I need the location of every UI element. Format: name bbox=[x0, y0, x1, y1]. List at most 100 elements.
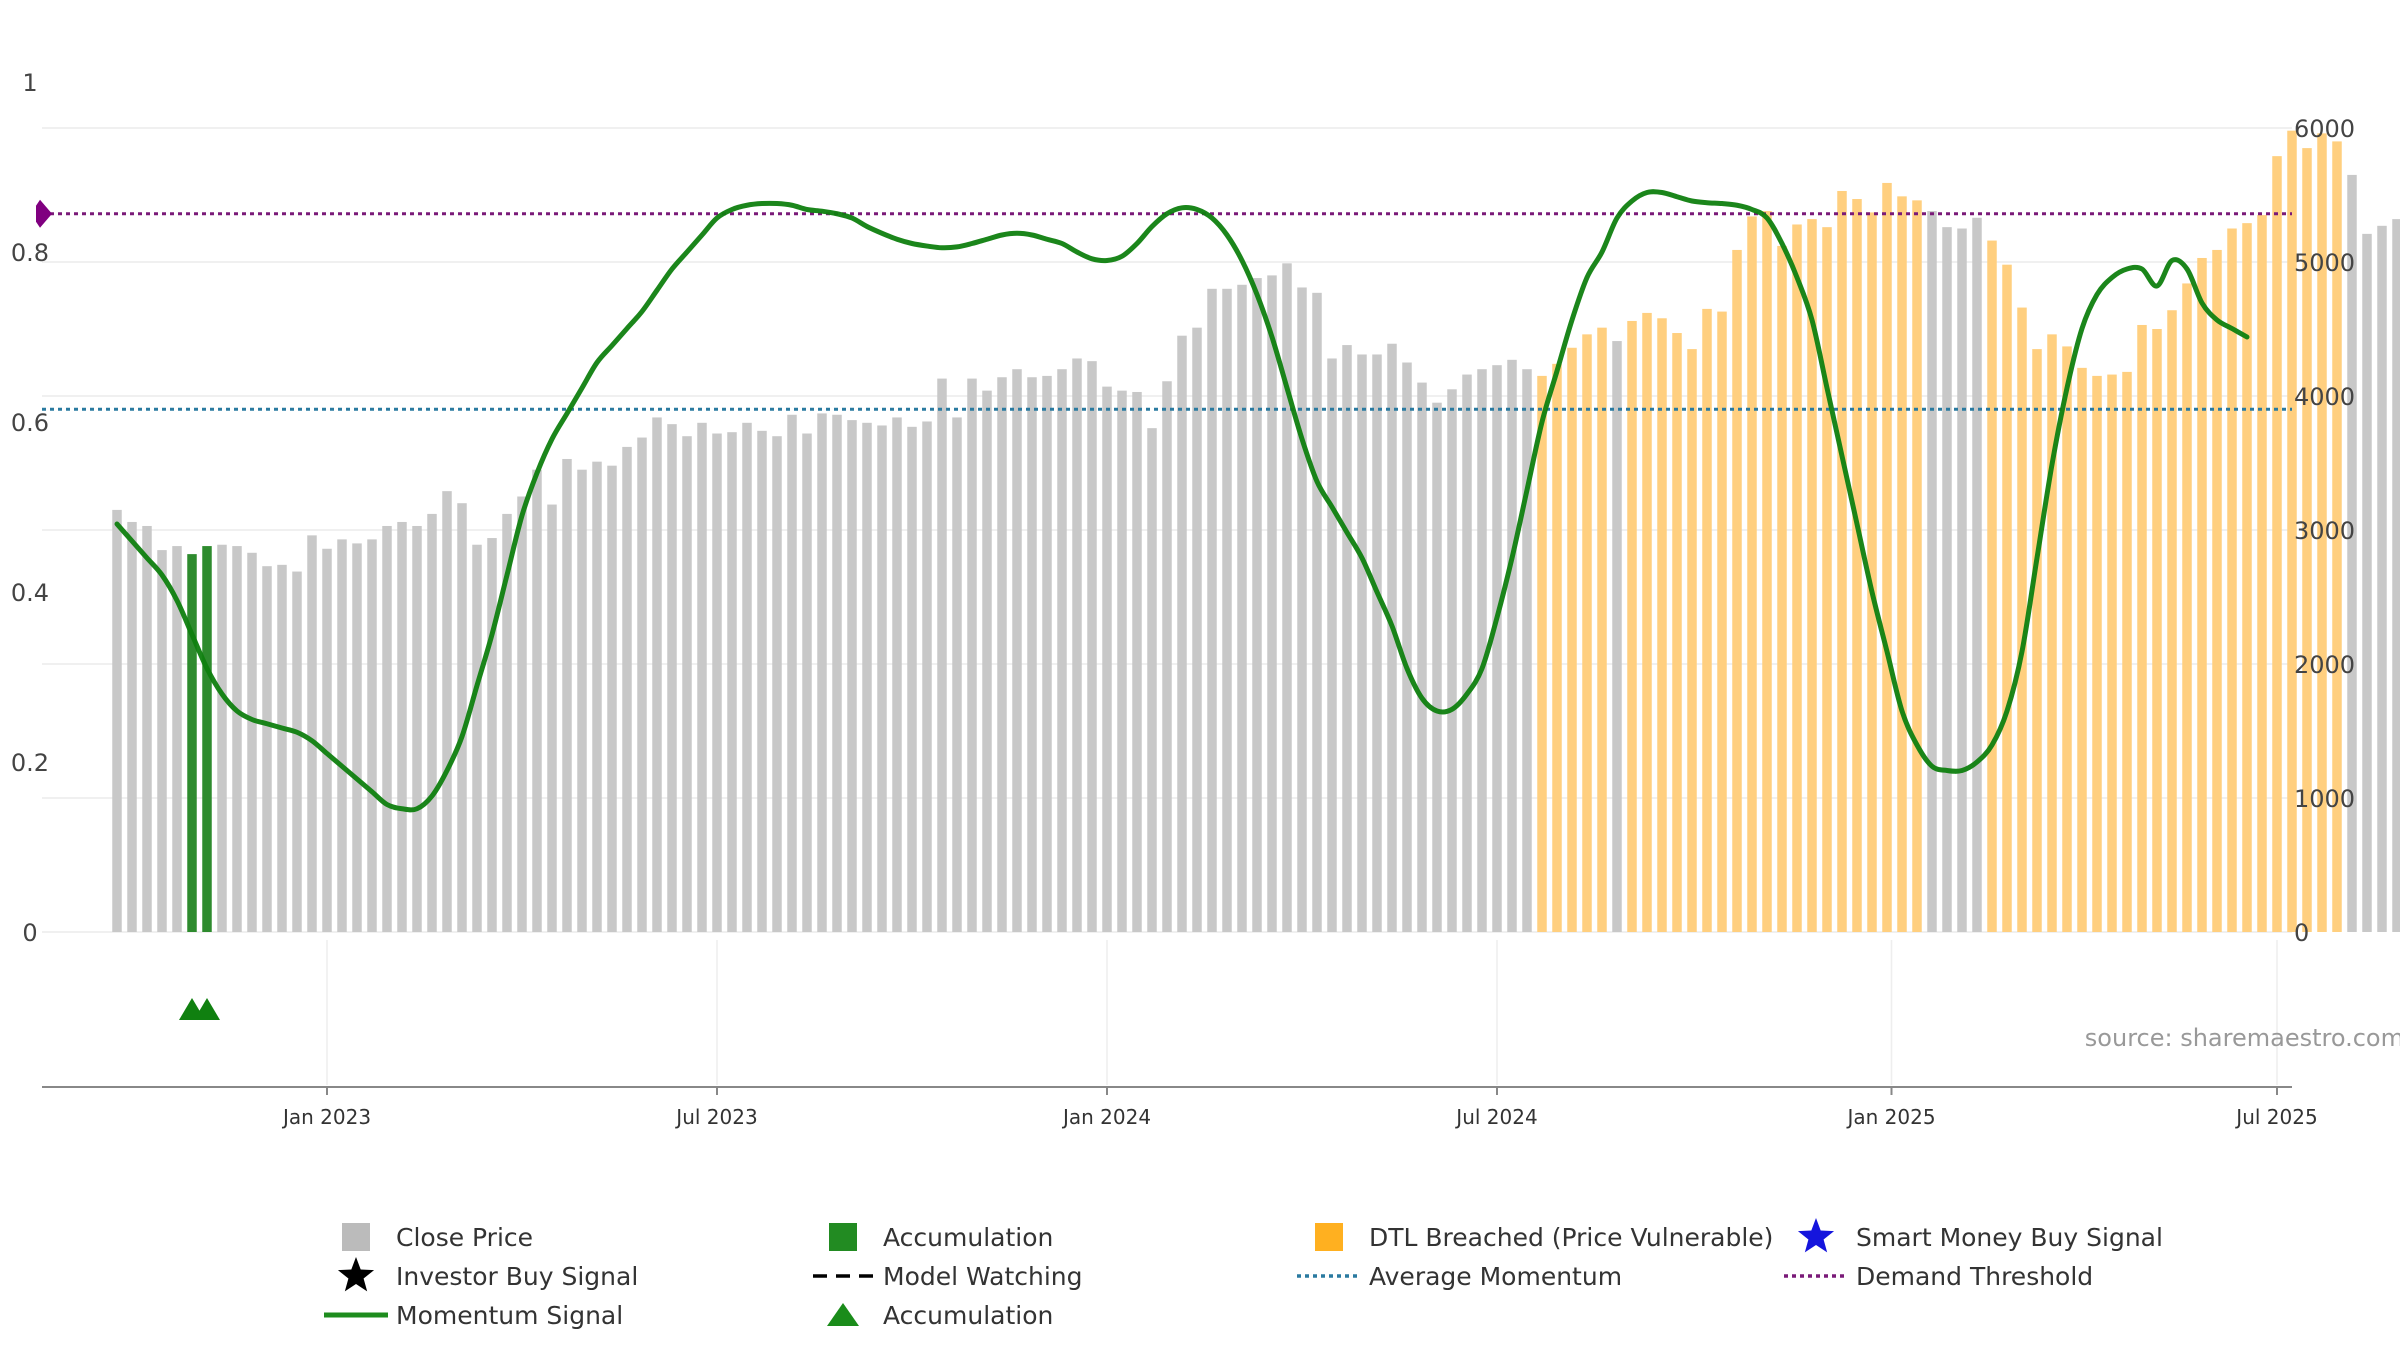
dtl-breached-bar bbox=[1582, 334, 1592, 932]
legend-star-icon-smart-money-buy-signal bbox=[1797, 1218, 1835, 1253]
close-price-bar bbox=[247, 552, 257, 932]
accumulation-bar bbox=[187, 554, 197, 932]
close-price-bar bbox=[532, 469, 542, 932]
close-price-bar bbox=[112, 509, 122, 932]
legend-label: Demand Threshold bbox=[1856, 1262, 2093, 1291]
legend-swatch-dtl-breached-price-vulnerable bbox=[1315, 1223, 1343, 1251]
dtl-breached-bar bbox=[2167, 310, 2177, 932]
left-axis-tick-label: 1 bbox=[22, 69, 37, 97]
close-price-bar bbox=[952, 417, 962, 932]
dtl-breached-bar bbox=[1627, 320, 1637, 933]
dtl-breached-bar bbox=[2272, 156, 2282, 932]
left-axis-tick-label: 0.4 bbox=[11, 579, 49, 607]
close-price-bar bbox=[217, 544, 227, 932]
close-price-bar bbox=[1162, 381, 1172, 932]
dtl-breached-bar bbox=[2197, 257, 2207, 933]
close-price-bar bbox=[1042, 375, 1052, 932]
close-price-bar bbox=[307, 535, 317, 932]
dtl-breached-bar bbox=[2317, 133, 2327, 933]
close-price-bar bbox=[862, 422, 872, 932]
x-axis-tick-label: Jan 2023 bbox=[281, 1105, 371, 1129]
threshold-diamond-marker bbox=[36, 199, 52, 228]
close-price-bar bbox=[232, 546, 242, 932]
close-price-bar bbox=[772, 436, 782, 932]
dtl-breached-bar bbox=[1642, 312, 1652, 932]
dtl-breached-bar bbox=[2182, 283, 2192, 932]
close-price-bar bbox=[637, 437, 647, 932]
left-axis-tick-label: 0 bbox=[22, 919, 37, 947]
close-price-bar bbox=[622, 446, 632, 932]
legend-label: Accumulation bbox=[883, 1223, 1053, 1252]
close-price-bar bbox=[877, 425, 887, 932]
dtl-breached-bar bbox=[1837, 190, 1847, 933]
dtl-breached-bar bbox=[1597, 327, 1607, 932]
close-price-bar bbox=[1417, 382, 1427, 933]
x-axis-tick-label: Jul 2025 bbox=[2234, 1105, 2317, 1129]
dtl-breached-bar bbox=[2062, 346, 2072, 932]
close-price-bar bbox=[412, 525, 422, 932]
dtl-breached-bar bbox=[1762, 211, 1772, 932]
close-price-bar bbox=[1177, 335, 1187, 932]
close-price-bar bbox=[2392, 219, 2400, 932]
left-axis-tick-label: 0.6 bbox=[11, 409, 49, 437]
dtl-breached-bar bbox=[1807, 219, 1817, 932]
close-price-bar bbox=[832, 414, 842, 932]
dtl-breached-bar bbox=[1687, 349, 1697, 933]
dtl-breached-bar bbox=[1702, 308, 1712, 932]
legend-label: DTL Breached (Price Vulnerable) bbox=[1369, 1223, 1773, 1252]
close-price-bar bbox=[352, 543, 362, 932]
close-price-bar bbox=[1192, 327, 1202, 932]
dtl-breached-bar bbox=[2242, 223, 2252, 932]
close-price-bar bbox=[907, 426, 917, 932]
dtl-breached-bar bbox=[1792, 224, 1802, 933]
legend-label: Investor Buy Signal bbox=[396, 1262, 638, 1291]
accumulation-bar bbox=[202, 546, 212, 932]
x-axis-tick-label: Jan 2025 bbox=[1845, 1105, 1935, 1129]
accumulation-triangle-marker bbox=[194, 998, 220, 1020]
dtl-breached-bar bbox=[2017, 307, 2027, 932]
close-price-bar bbox=[1357, 354, 1367, 933]
close-price-bar bbox=[1612, 341, 1622, 932]
close-price-bar bbox=[1252, 278, 1262, 933]
close-price-bar bbox=[1507, 359, 1517, 932]
source-note: source: sharemaestro.com bbox=[2085, 1024, 2400, 1052]
legend-label: Accumulation bbox=[883, 1301, 1053, 1330]
momentum-signal-line bbox=[114, 189, 2250, 813]
dtl-breached-bar bbox=[2107, 374, 2117, 932]
signal-markers bbox=[179, 998, 220, 1020]
close-price-bar bbox=[1282, 263, 1292, 933]
close-price-bar bbox=[1462, 374, 1472, 932]
close-price-bar bbox=[1942, 227, 1952, 932]
close-price-bar bbox=[517, 496, 527, 932]
dtl-breached-bar bbox=[1567, 347, 1577, 932]
dtl-breached-bar bbox=[2257, 215, 2267, 933]
close-price-bar bbox=[592, 461, 602, 932]
dtl-breached-bar bbox=[2287, 130, 2297, 932]
right-axis-tick-label: 3000 bbox=[2294, 517, 2355, 545]
close-price-bar bbox=[142, 525, 152, 932]
dtl-breached-bar bbox=[1732, 249, 1742, 932]
close-price-bar bbox=[397, 521, 407, 932]
close-price-bar bbox=[847, 420, 857, 932]
dtl-breached-bar bbox=[2137, 324, 2147, 933]
close-price-bar bbox=[607, 465, 617, 932]
close-price-bar bbox=[277, 564, 287, 932]
close-price-bar bbox=[1312, 292, 1322, 932]
close-price-bar bbox=[1342, 345, 1352, 933]
dtl-breached-bar bbox=[1987, 240, 1997, 932]
close-price-bar bbox=[292, 571, 302, 932]
close-price-bar bbox=[577, 469, 587, 932]
close-price-bar bbox=[1267, 275, 1277, 932]
close-price-bar bbox=[1492, 365, 1502, 932]
dtl-breached-bar bbox=[2092, 375, 2102, 932]
close-price-bar bbox=[817, 413, 827, 932]
close-price-bar bbox=[982, 390, 992, 932]
right-axis-tick-label: 6000 bbox=[2294, 115, 2355, 143]
legend-label: Model Watching bbox=[883, 1262, 1083, 1291]
close-price-bar bbox=[712, 433, 722, 932]
close-price-bar bbox=[1327, 358, 1337, 933]
axes: 0 0.2 0.4 0.6 0.8 1 0 1000 2000 3000 4000 5000 6000 J… bbox=[11, 69, 2355, 1129]
legend-swatch-accumulation bbox=[829, 1223, 857, 1251]
close-price-bar bbox=[1072, 358, 1082, 933]
legend-label: Close Price bbox=[396, 1223, 533, 1252]
